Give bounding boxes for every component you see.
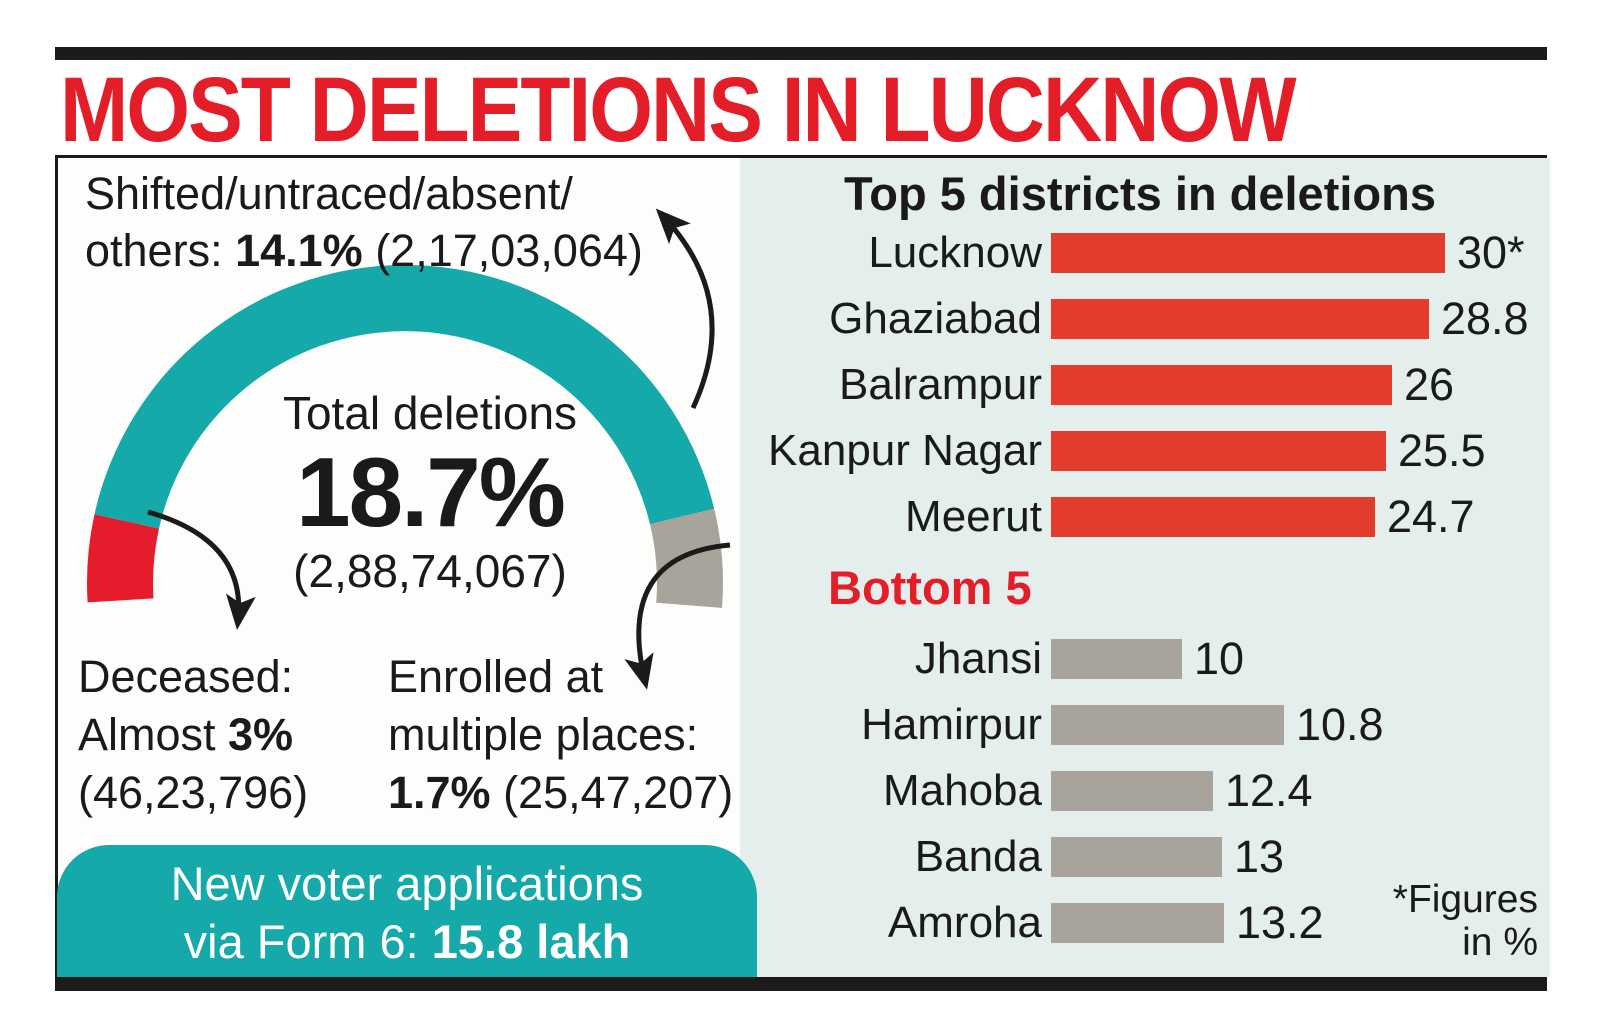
deceased-line2: Almost 3%: [78, 709, 294, 760]
bar: [1051, 903, 1224, 943]
bar-label: Lucknow: [868, 228, 1042, 277]
bar-value: 25.5: [1398, 425, 1486, 476]
bar-row: Hamirpur 10.8: [750, 692, 1550, 758]
bar-value: 12.4: [1225, 765, 1313, 816]
multiple-count: (25,47,207): [490, 767, 734, 818]
multiple-line2: multiple places:: [388, 709, 699, 760]
banner-line2: via Form 6: 15.8 lakh: [183, 915, 631, 968]
shifted-line1: Shifted/untraced/absent/: [85, 168, 573, 219]
bar: [1051, 497, 1375, 537]
top-rule: [55, 47, 1547, 60]
bar-label: Jhansi: [914, 634, 1042, 683]
bar-label: Ghaziabad: [829, 294, 1042, 343]
bar: [1051, 233, 1445, 273]
multiple-value: 1.7%: [388, 767, 491, 818]
bar-value: 10.8: [1296, 699, 1384, 750]
bar-row: Kanpur Nagar 25.5: [750, 418, 1550, 484]
bottom-rule: [55, 977, 1547, 991]
bar-label: Balrampur: [839, 360, 1042, 409]
bar: [1051, 639, 1182, 679]
banner-line1: New voter applications: [170, 857, 644, 910]
banner-value: 15.8 lakh: [431, 915, 631, 968]
deceased-annotation: Deceased: Almost 3% (46,23,796): [78, 648, 308, 822]
bar-label: Amroha: [887, 898, 1042, 947]
bar-row: Balrampur 26: [750, 352, 1550, 418]
shifted-count: (2,17,03,064): [362, 225, 643, 276]
shifted-line2: others: 14.1% (2,17,03,064): [85, 225, 643, 276]
bar: [1051, 771, 1213, 811]
multiple-places-annotation: Enrolled at multiple places: 1.7% (25,47…: [388, 648, 733, 822]
multiple-line1: Enrolled at: [388, 651, 604, 702]
bar-row: Jhansi 10: [750, 626, 1550, 692]
bottom5-title: Bottom 5: [828, 561, 1032, 614]
total-deletions-label: Total deletions: [282, 387, 578, 439]
figures-footnote: *Figures in %: [1320, 878, 1538, 964]
gauge-center-label: Total deletions 18.7% (2,88,74,067): [230, 386, 630, 598]
bar-value: 10: [1194, 633, 1245, 684]
bottom5-bar-chart: Jhansi 10 Hamirpur 10.8 Mahoba 12.4 Banda 13 Amr…: [750, 626, 1550, 956]
footnote-line2: in %: [1462, 921, 1538, 964]
bar-value: 26: [1404, 359, 1455, 410]
bar-row: Lucknow 30*: [750, 220, 1550, 286]
deceased-value: 3%: [228, 709, 294, 760]
shifted-annotation: Shifted/untraced/absent/ others: 14.1% (…: [85, 165, 643, 279]
bar: [1051, 299, 1429, 339]
shifted-value: 14.1%: [235, 225, 363, 276]
new-voter-applications-banner: New voter applications via Form 6: 15.8 …: [57, 845, 757, 987]
bar-value: 24.7: [1387, 491, 1475, 542]
bar-row: Banda 13: [750, 824, 1550, 890]
bar-label: Hamirpur: [861, 700, 1042, 749]
top5-title: Top 5 districts in deletions: [844, 167, 1436, 220]
bar: [1051, 431, 1386, 471]
bar-value: 13: [1234, 831, 1285, 882]
footnote-line1: *Figures: [1392, 878, 1538, 921]
bar: [1051, 705, 1284, 745]
top5-bar-chart: Lucknow 30* Ghaziabad 28.8 Balrampur 26 Kanpur…: [750, 220, 1550, 550]
deceased-count: (46,23,796): [78, 767, 309, 818]
bar-row: Meerut 24.7: [750, 484, 1550, 550]
deceased-line1: Deceased:: [78, 651, 294, 702]
page-title: MOST DELETIONS IN LUCKNOW: [60, 59, 1297, 162]
bar: [1051, 365, 1392, 405]
bar-row: Mahoba 12.4: [750, 758, 1550, 824]
bar-label: Meerut: [905, 492, 1042, 541]
bar-label: Kanpur Nagar: [768, 426, 1042, 475]
bar-row: Amroha 13.2: [750, 890, 1550, 956]
multiple-line3: 1.7% (25,47,207): [388, 764, 733, 822]
bar-value: 28.8: [1441, 293, 1529, 344]
bar-label: Mahoba: [882, 766, 1042, 815]
bar-value: 30*: [1457, 227, 1525, 278]
total-deletions-count: (2,88,74,067): [293, 545, 567, 597]
total-deletions-value: 18.7%: [296, 437, 566, 547]
bar: [1051, 837, 1222, 877]
bar-label: Banda: [914, 832, 1042, 881]
bar-value: 13.2: [1236, 897, 1324, 948]
bar-row: Ghaziabad 28.8: [750, 286, 1550, 352]
